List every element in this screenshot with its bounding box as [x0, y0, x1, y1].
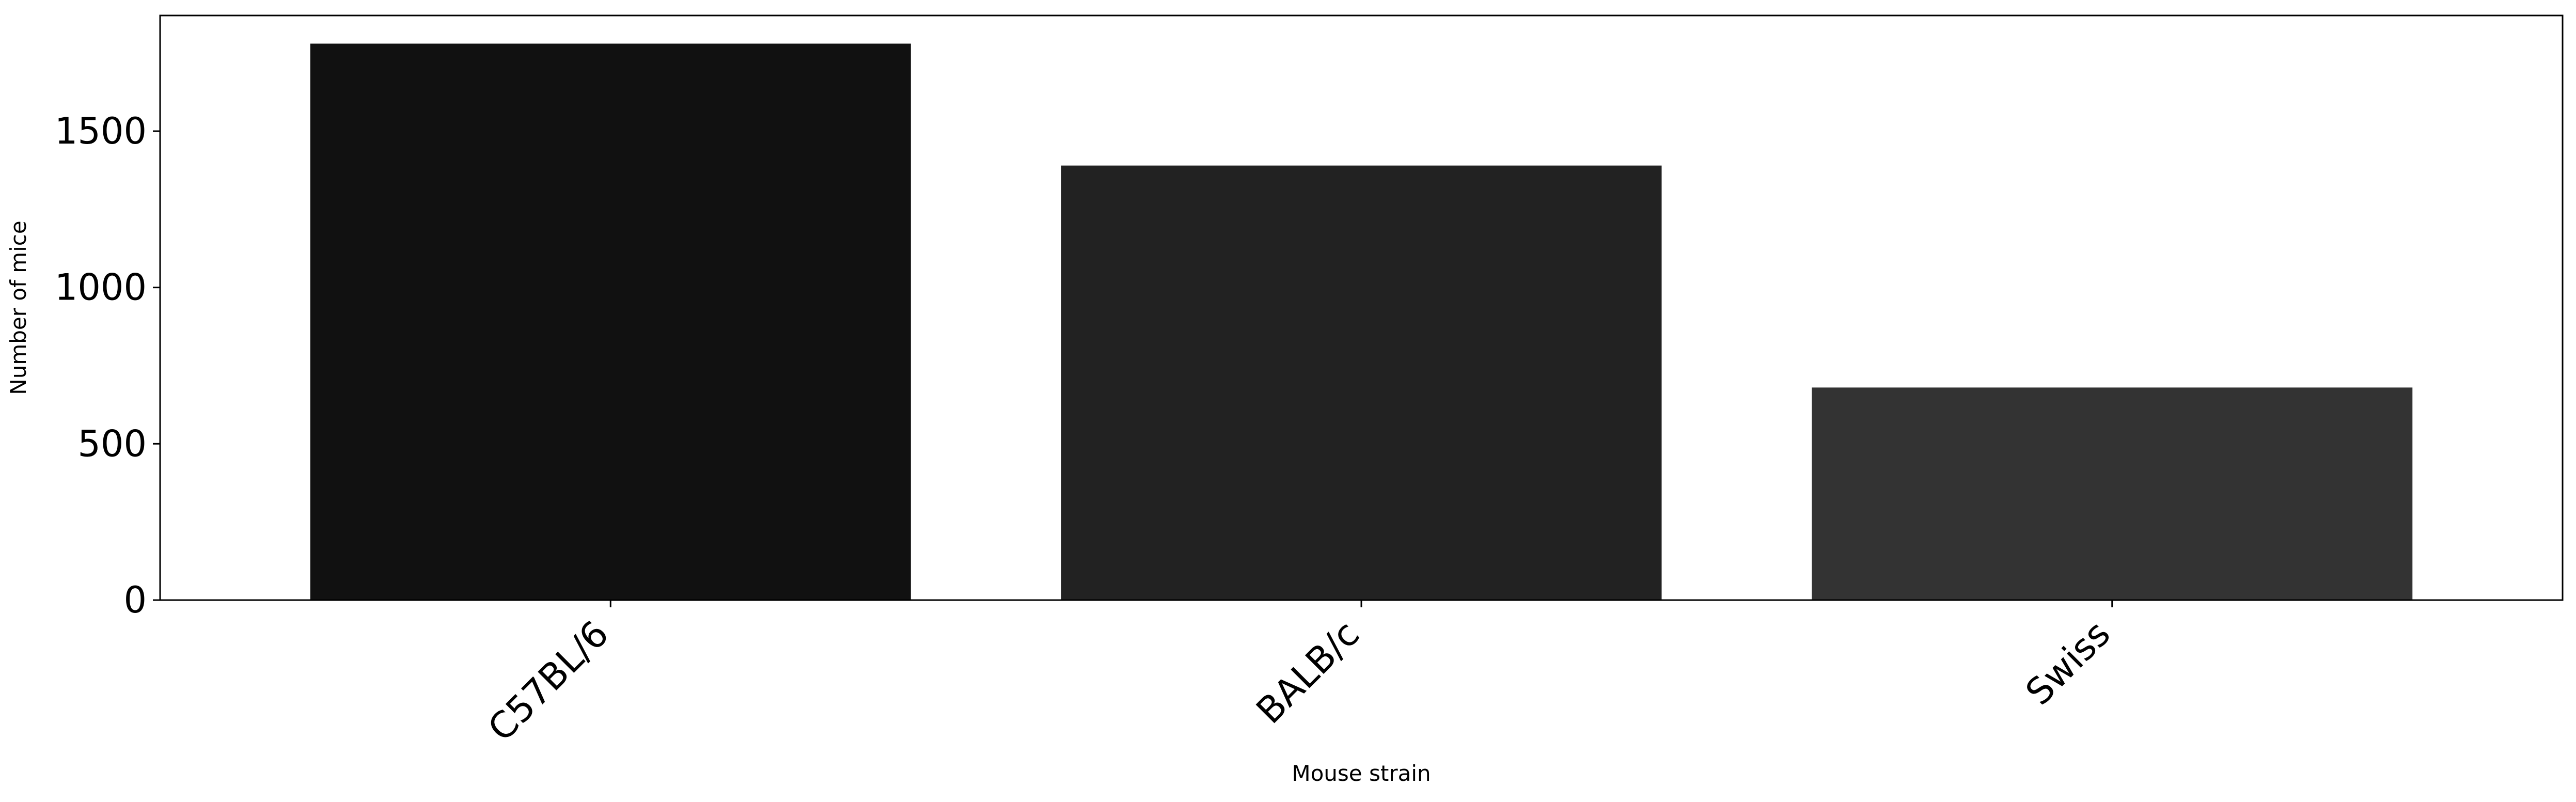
bar-group — [310, 44, 2412, 601]
x-tick-label: C57BL/6 — [480, 612, 617, 749]
bar-balb-c — [1061, 166, 1662, 600]
y-axis-label: Number of mice — [6, 221, 31, 395]
y-tick-label: 500 — [77, 422, 147, 465]
bar-c57bl-6 — [310, 44, 911, 601]
y-tick-label: 0 — [123, 579, 147, 621]
y-axis: 0 500 1000 1500 — [55, 110, 160, 621]
y-tick-label: 1500 — [55, 110, 147, 152]
x-tick-label: Swiss — [2018, 612, 2118, 713]
x-tick-label: BALB/c — [1248, 612, 1368, 732]
x-axis: C57BL/6 BALB/c Swiss — [480, 600, 2118, 749]
bar-swiss — [1812, 387, 2412, 600]
x-axis-label: Mouse strain — [1292, 761, 1431, 786]
y-tick-label: 1000 — [55, 266, 147, 309]
